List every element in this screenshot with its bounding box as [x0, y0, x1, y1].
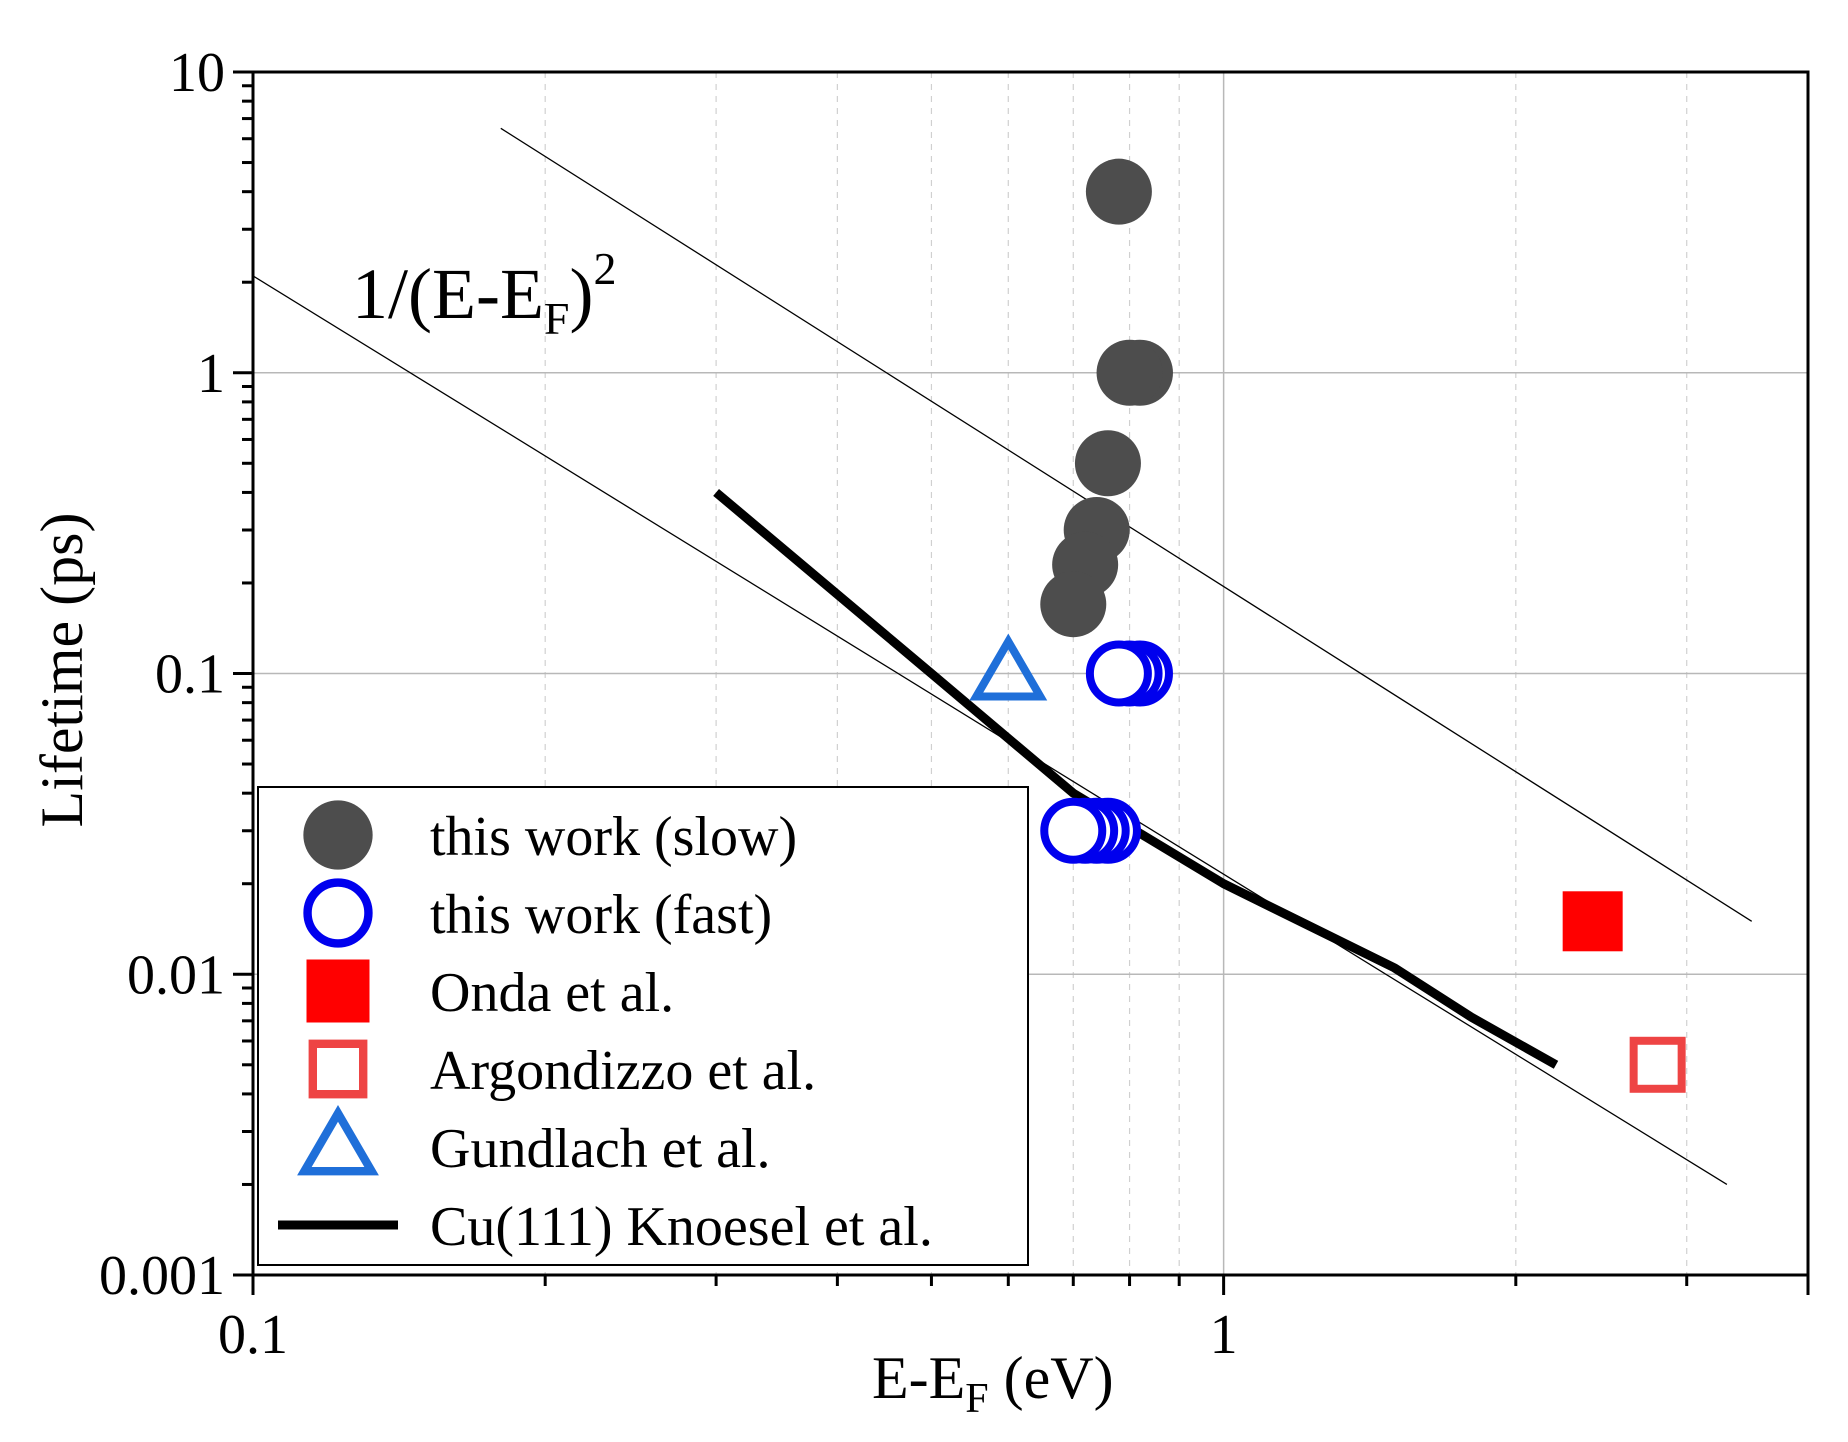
- argondizzo-et-al-point: [1629, 1036, 1686, 1093]
- x-tick-label: 1: [1210, 1304, 1238, 1366]
- legend-label: this work (fast): [430, 884, 772, 946]
- y-tick-label: 0.001: [99, 1245, 225, 1307]
- x-axis-title-main: E-E: [872, 1345, 965, 1411]
- power-law-annotation: 1/(E-EF)2: [352, 243, 617, 344]
- x-axis-title-tail: (eV): [989, 1345, 1114, 1411]
- this-work-slow-point: [1096, 339, 1163, 406]
- legend-marker-this-work-slow: [303, 800, 373, 870]
- power-law-guide-line: [252, 275, 1728, 1186]
- x-axis-title-subscript: F: [965, 1376, 988, 1422]
- legend-marker-gundlach-et-al: [297, 1105, 379, 1176]
- legend: this work (slow) this work (fast) Onda et …: [257, 786, 1029, 1266]
- legend-label: Gundlach et al.: [430, 1118, 771, 1180]
- annotation-main: 1/(E-E: [352, 254, 544, 334]
- this-work-fast-point: [1040, 797, 1107, 864]
- legend-label: Onda et al.: [430, 962, 674, 1024]
- y-tick-label: 1: [197, 343, 225, 405]
- y-axis-title: Lifetime (ps): [29, 513, 95, 828]
- x-axis-title: E-EF (eV): [872, 1345, 1114, 1422]
- legend-box: [257, 786, 1029, 1266]
- annotation-subscript: F: [544, 293, 570, 344]
- legend-marker-this-work-fast: [303, 878, 373, 948]
- legend-marker-argondizzo-et-al: [308, 1039, 368, 1099]
- this-work-slow-point: [1040, 571, 1107, 638]
- this-work-slow-point: [1074, 430, 1141, 497]
- legend-marker-onda-et-al: [306, 959, 370, 1023]
- annotation-close: ): [570, 254, 594, 334]
- series-lines: [713, 488, 1559, 1069]
- legend-label: this work (slow): [430, 806, 797, 868]
- y-tick-label: 0.01: [127, 944, 225, 1006]
- legend-label: Argondizzo et al.: [430, 1040, 816, 1102]
- axes: 0.1 1 0.001 0.01 0.1 1 10: [99, 42, 1810, 1366]
- y-tick-label: 0.1: [155, 644, 225, 706]
- knoesel-cu111-line: [713, 488, 1559, 1069]
- this-work-fast-point: [1085, 640, 1152, 707]
- legend-label: Cu(111) Knoesel et al.: [430, 1196, 933, 1258]
- x-tick-label: 0.1: [218, 1304, 288, 1366]
- y-tick-label: 10: [169, 42, 225, 104]
- onda-et-al-point: [1562, 891, 1623, 952]
- this-work-slow-point: [1085, 158, 1152, 225]
- annotation-superscript: 2: [594, 243, 617, 294]
- gundlach-et-al-point: [969, 633, 1048, 701]
- data-markers: [969, 158, 1686, 1093]
